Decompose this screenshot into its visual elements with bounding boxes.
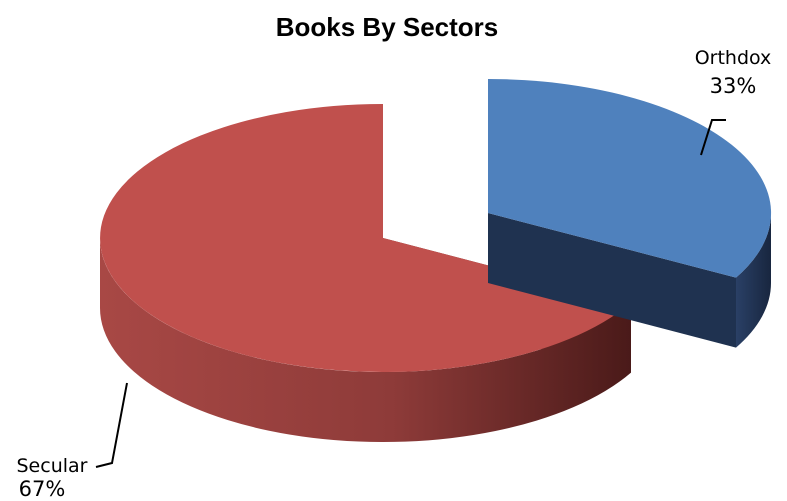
slice-orthdox-wall-end [488, 213, 736, 348]
slice-secular-rim [99, 238, 632, 443]
slice-orthdox-rim [736, 213, 772, 348]
orthodox-data-label: Orthdox 33% [695, 47, 772, 156]
secular-data-label: Secular 67% [17, 382, 128, 501]
slice-orthdox [488, 79, 772, 348]
slice-secular [99, 104, 632, 443]
secular-category-label: Secular [17, 455, 88, 477]
secular-leader-line [95, 382, 128, 468]
slices-layer [99, 79, 772, 443]
orthodox-category-label: Orthdox [695, 47, 772, 69]
chart-title: Books By Sectors [276, 12, 499, 42]
orthodox-leader-line [700, 119, 726, 156]
orthodox-percent-label: 33% [710, 74, 757, 98]
slice-orthdox-top [488, 79, 772, 278]
secular-percent-label: 67% [19, 477, 66, 501]
slice-secular-top [100, 104, 632, 372]
